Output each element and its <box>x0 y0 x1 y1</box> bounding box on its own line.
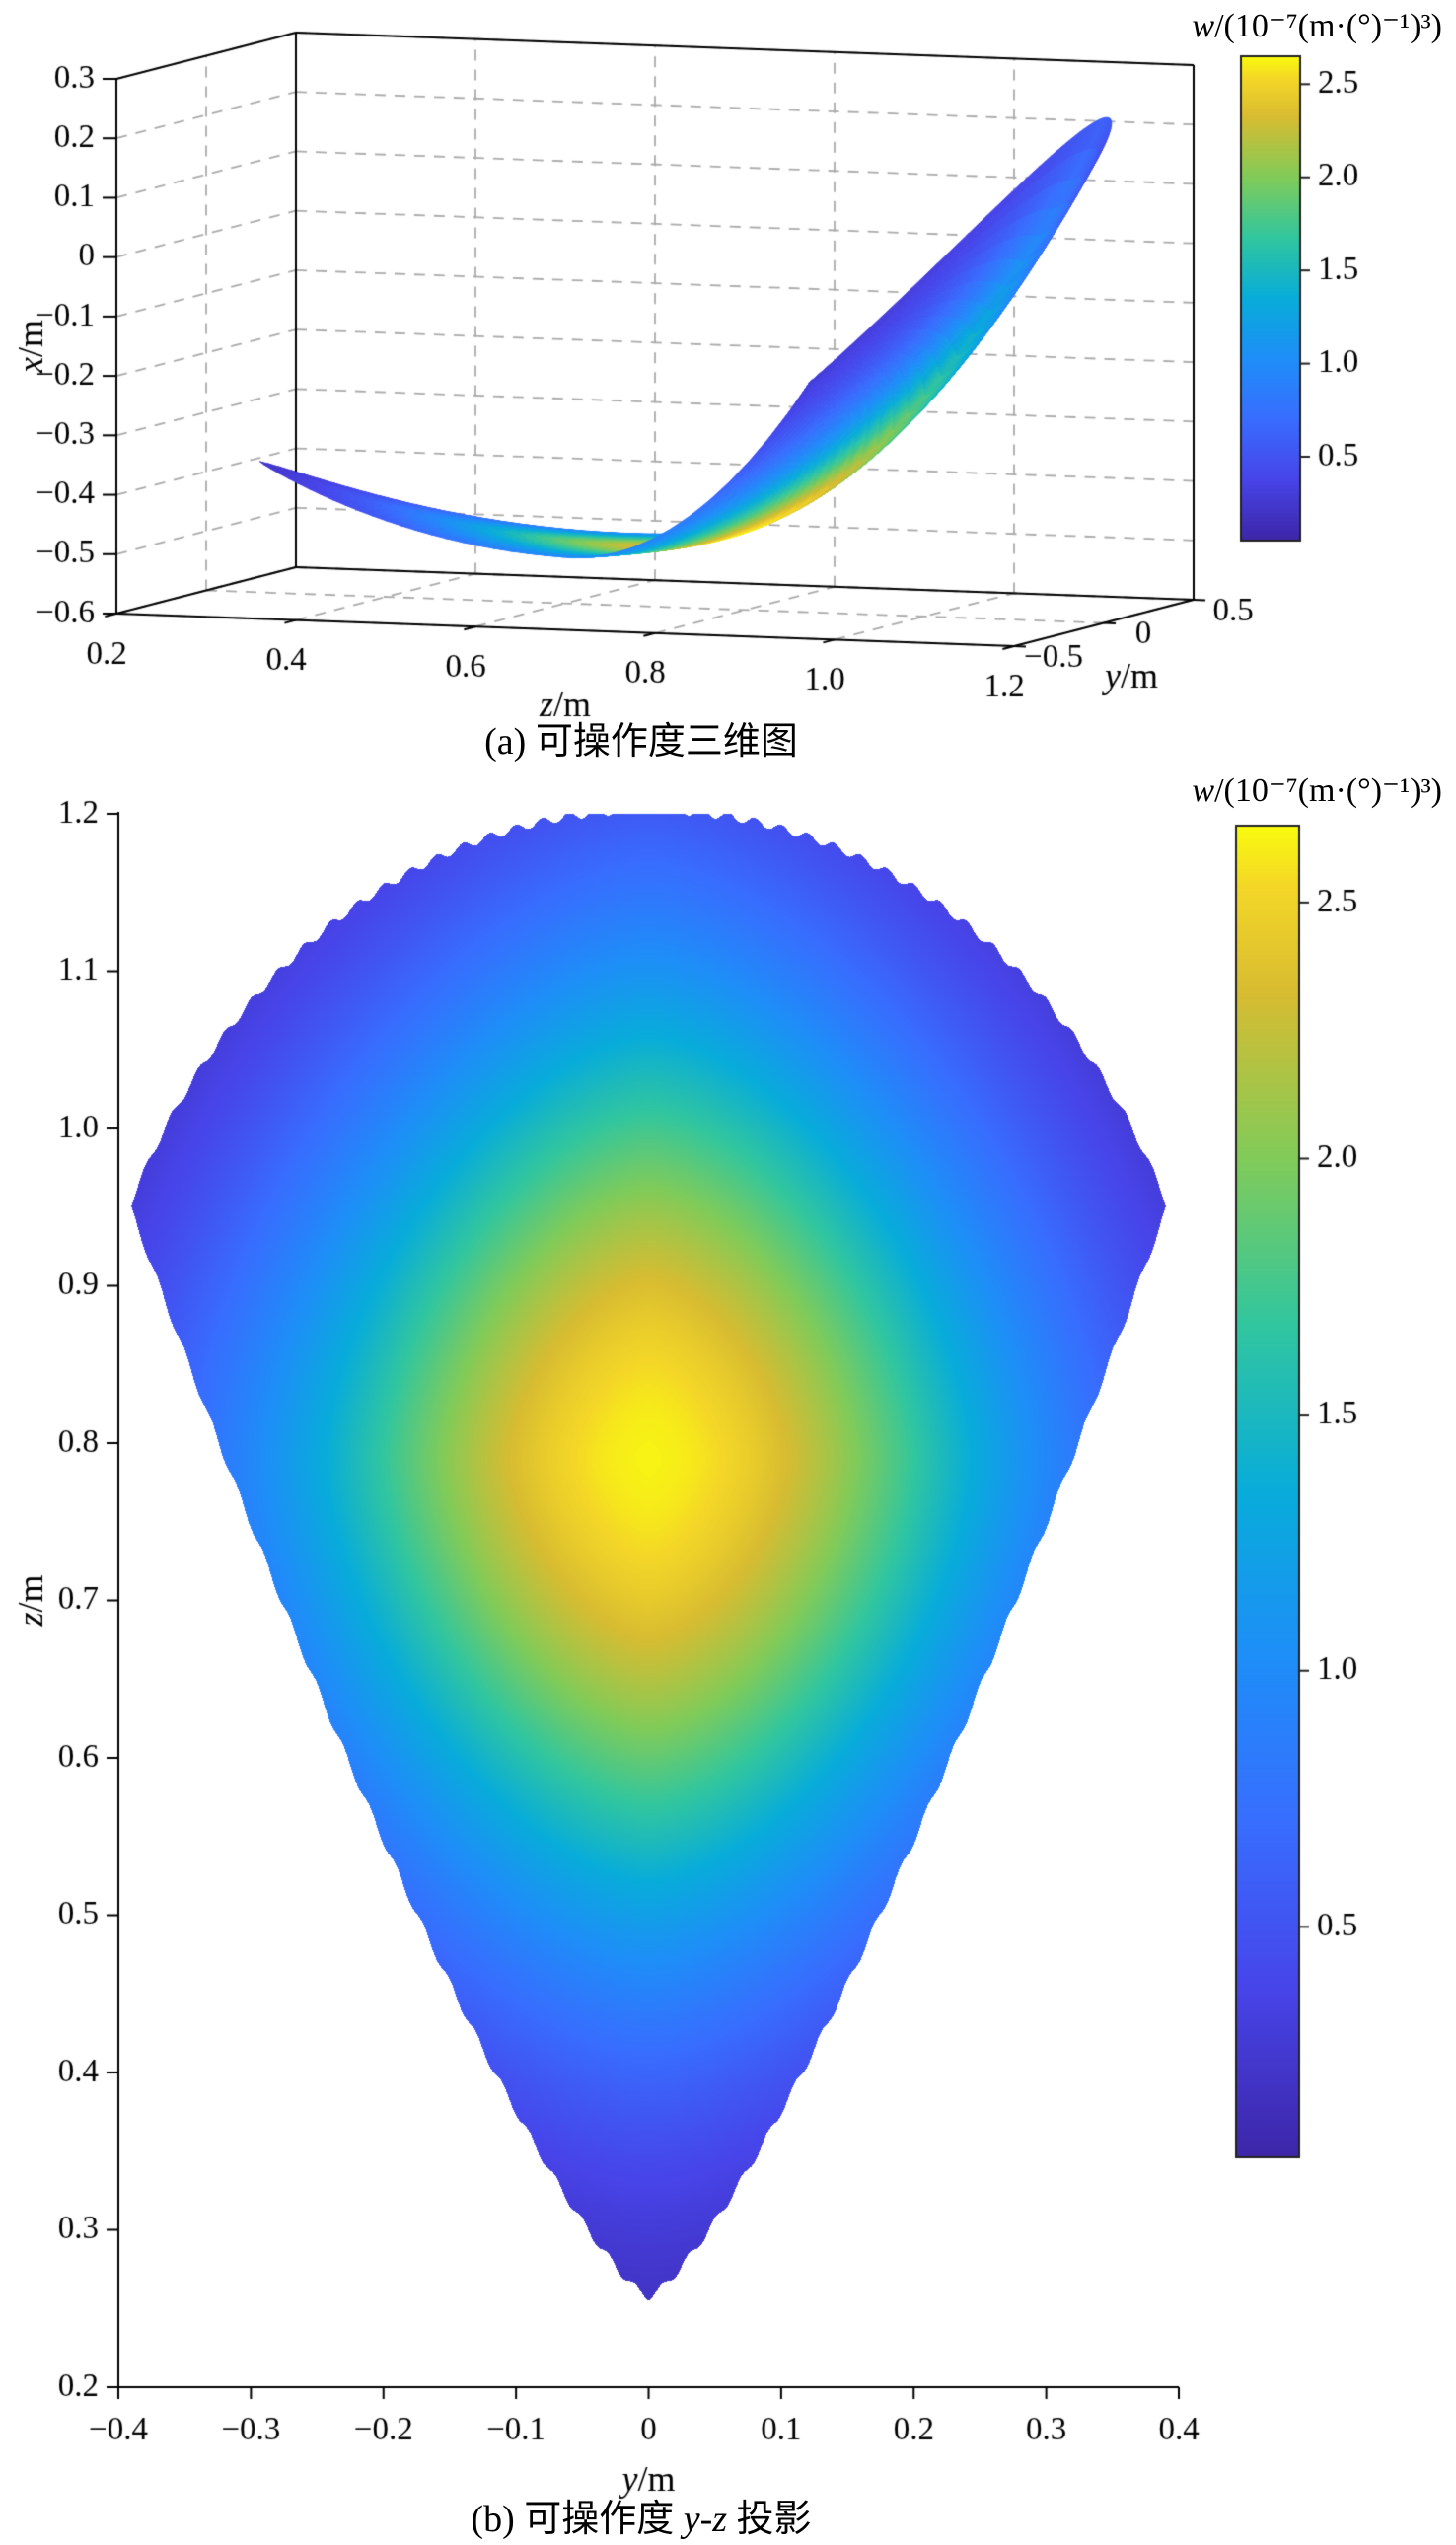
projection-plot-canvas <box>0 764 1456 2515</box>
caption-b: (b) 可操作度 y-z 投影 <box>471 2499 812 2540</box>
caption-a: (a) 可操作度三维图 <box>484 721 798 763</box>
colorbar-units-a: /(10⁻⁷(m·(°)⁻¹)³) <box>1214 8 1442 44</box>
colorbar-title-a: w/(10⁻⁷(m·(°)⁻¹)³) <box>1192 6 1442 45</box>
colorbar-units-b: /(10⁻⁷(m·(°)⁻¹)³) <box>1214 772 1442 809</box>
colorbar-title-b: w/(10⁻⁷(m·(°)⁻¹)³) <box>1192 770 1442 810</box>
w-symbol-b: w <box>1192 772 1215 809</box>
surface3d-plot-canvas <box>0 0 1456 764</box>
w-symbol-a: w <box>1192 8 1215 44</box>
